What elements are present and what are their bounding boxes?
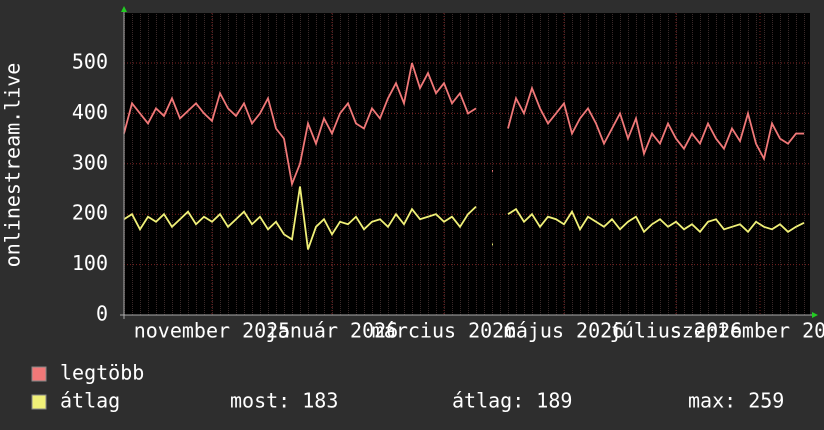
x-tick-label: május 2026 bbox=[504, 319, 624, 343]
axis-arrow bbox=[121, 6, 127, 12]
y-axis-label: onlinestream.live bbox=[1, 63, 25, 268]
legend-stat: max: 259 bbox=[688, 389, 784, 413]
y-tick-label: 200 bbox=[72, 201, 108, 225]
x-tick-label: július 2026 bbox=[610, 319, 742, 343]
x-tick-label: szeptember 2026 bbox=[670, 319, 824, 343]
legend-stat: most: 183 bbox=[230, 389, 338, 413]
legend-label: átlag bbox=[60, 389, 120, 413]
y-tick-label: 400 bbox=[72, 100, 108, 124]
axis-arrow bbox=[812, 312, 818, 318]
marks bbox=[123, 13, 810, 316]
legend-swatch bbox=[31, 394, 47, 410]
x-tick-label: január 2026 bbox=[266, 319, 398, 343]
y-tick-label: 0 bbox=[96, 302, 108, 326]
legend-swatch bbox=[31, 366, 47, 382]
legend-stat: átlag: 189 bbox=[452, 389, 572, 413]
y-tick-label: 300 bbox=[72, 150, 108, 174]
y-tick-label: 500 bbox=[72, 50, 108, 74]
y-tick-label: 100 bbox=[72, 251, 108, 275]
series-line bbox=[123, 186, 805, 250]
x-tick-label: március 2026 bbox=[372, 319, 517, 343]
legend-label: legtöbb bbox=[60, 361, 144, 385]
x-tick-label: november 2025 bbox=[134, 319, 291, 343]
series-line bbox=[123, 62, 804, 188]
